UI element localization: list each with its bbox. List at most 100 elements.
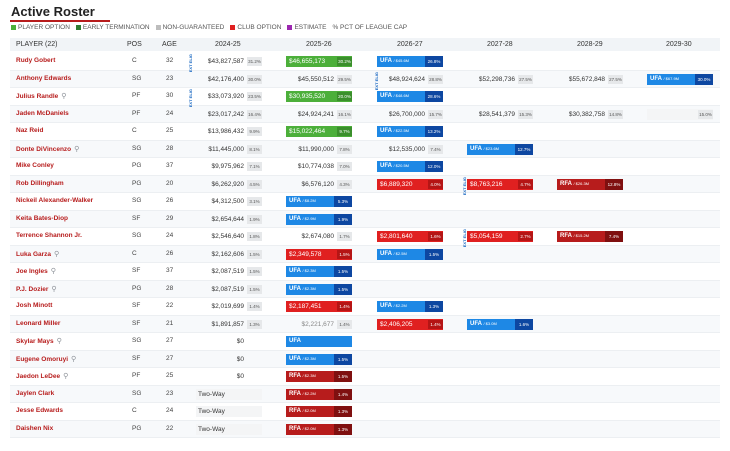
player-name[interactable]: Leonard Miller — [16, 320, 60, 327]
player-name[interactable]: Terrence Shannon Jr. — [16, 232, 82, 239]
salary-cell-c25[interactable]: $0 — [196, 354, 262, 365]
salary-cell-c30[interactable]: 15.0% — [647, 108, 713, 120]
player-name[interactable]: Luka Garza ⚲ — [16, 250, 59, 258]
player-name-text[interactable]: Eugene Omoruyi — [16, 355, 69, 363]
salary-cell-c25[interactable]: Two-Way — [196, 388, 262, 400]
salary-cell-c25[interactable]: Two-Way — [196, 423, 262, 435]
salary-cell-c25[interactable]: $43,827,587 31.2% — [196, 56, 262, 67]
salary-cell-c27[interactable]: UFA / $2.2M 1.3% — [377, 301, 443, 312]
player-name[interactable]: Jesse Edwards — [16, 407, 63, 414]
salary-cell-c29[interactable]: RFA / $26.3M 12.8% — [557, 178, 623, 190]
salary-cell-c28[interactable]: $5,054,159 2.7% — [467, 231, 533, 242]
player-name-text[interactable]: Daishen Nix — [16, 424, 54, 432]
salary-cell-c26[interactable]: $46,655,173 30.2% — [286, 56, 352, 67]
player-name[interactable]: Jaden McDaniels — [16, 110, 69, 117]
salary-cell-c25[interactable]: $23,017,242 16.4% — [196, 109, 262, 120]
player-name-text[interactable]: Rudy Gobert — [16, 57, 56, 64]
player-name-text[interactable]: P.J. Dozier — [16, 285, 49, 293]
player-name-text[interactable]: Donte DiVincenzo — [16, 145, 72, 153]
player-name[interactable]: Julius Randle ⚲ — [16, 92, 66, 100]
player-name[interactable]: Rob Dillingham — [16, 180, 64, 187]
salary-cell-c25[interactable]: $0 — [196, 371, 262, 382]
salary-cell-c26[interactable]: $2,349,578 1.5% — [286, 248, 352, 260]
salary-cell-c25[interactable]: $2,087,519 1.5% — [196, 284, 262, 295]
salary-cell-c26[interactable]: UFA / $2.9M 1.9% — [286, 213, 352, 225]
salary-cell-c26[interactable]: UFA / $2.3M 1.5% — [286, 283, 352, 295]
salary-cell-c25[interactable]: $6,262,920 4.5% — [196, 179, 262, 190]
salary-cell-c27[interactable]: UFA / $22.5M 13.2% — [377, 126, 443, 137]
salary-cell-c25[interactable]: $0 — [196, 336, 262, 347]
player-name[interactable]: Donte DiVincenzo ⚲ — [16, 145, 79, 153]
player-name-text[interactable]: Mike Conley — [16, 162, 54, 169]
salary-cell-c25[interactable]: $4,312,500 3.1% — [196, 196, 262, 207]
salary-cell-c29[interactable]: $30,382,758 14.8% — [557, 109, 623, 120]
salary-cell-c26[interactable]: RFA / $2.0M 1.3% — [286, 423, 352, 435]
player-name-text[interactable]: Nickeil Alexander-Walker — [16, 197, 94, 204]
salary-cell-c26[interactable]: $10,774,038 7.0% — [286, 161, 352, 172]
salary-cell-c25[interactable]: $11,445,000 8.1% — [196, 144, 262, 155]
player-name[interactable]: P.J. Dozier ⚲ — [16, 285, 57, 293]
col-2024-25[interactable]: 2024-25 — [215, 41, 241, 48]
salary-cell-c26[interactable]: $2,187,451 1.4% — [286, 301, 352, 312]
salary-cell-c27[interactable]: UFA / $2.5M 1.5% — [377, 248, 443, 260]
player-name-text[interactable]: Anthony Edwards — [16, 74, 72, 82]
salary-cell-c28[interactable]: UFA / $23.6M 12.7% — [467, 143, 533, 155]
col-2027-28[interactable]: 2027-28 — [487, 41, 513, 48]
salary-cell-c28[interactable]: $28,541,379 15.3% — [467, 109, 533, 120]
col-pos[interactable]: POS — [127, 41, 142, 48]
salary-cell-c27[interactable]: $48,924,624 28.8% — [377, 74, 443, 85]
col-2025-26[interactable]: 2025-26 — [306, 41, 332, 48]
player-name[interactable]: Joe Ingles ⚲ — [16, 267, 56, 275]
salary-cell-c26[interactable]: UFA / $2.3M 1.5% — [286, 353, 352, 365]
player-name[interactable]: Daishen Nix — [16, 425, 53, 432]
player-name[interactable]: Keita Bates-Diop — [16, 215, 68, 222]
player-name-text[interactable]: Julius Randle — [16, 93, 59, 100]
player-name[interactable]: Rudy Gobert — [16, 57, 55, 64]
player-name-text[interactable]: Rob Dillingham — [16, 179, 64, 187]
salary-cell-c25[interactable]: $33,073,920 23.5% — [196, 91, 262, 102]
salary-cell-c26[interactable]: $30,935,520 20.0% — [286, 91, 352, 102]
player-name[interactable]: Mike Conley — [16, 162, 54, 169]
salary-cell-c25[interactable]: $13,986,432 9.9% — [196, 126, 262, 137]
col-2028-29[interactable]: 2028-29 — [577, 41, 603, 48]
salary-cell-c26[interactable]: RFA / $2.3M 1.5% — [286, 371, 352, 382]
salary-cell-c30[interactable]: UFA / $67.9M 30.0% — [647, 73, 713, 85]
salary-cell-c27[interactable]: $2,801,640 1.6% — [377, 231, 443, 242]
player-name[interactable]: Naz Reid — [16, 127, 43, 134]
player-name-text[interactable]: Jesse Edwards — [16, 407, 63, 414]
salary-cell-c27[interactable]: UFA / $48.6M 28.6% — [377, 91, 443, 102]
player-name-text[interactable]: Joe Ingles — [16, 268, 48, 275]
player-name[interactable]: Nickeil Alexander-Walker — [16, 197, 93, 204]
salary-cell-c26[interactable]: $6,576,120 4.3% — [286, 179, 352, 190]
player-name[interactable]: Eugene Omoruyi ⚲ — [16, 355, 76, 363]
player-name[interactable]: Josh Minott — [16, 302, 52, 309]
salary-cell-c27[interactable]: $2,406,205 1.4% — [377, 318, 443, 330]
salary-cell-c26[interactable]: $24,924,241 16.1% — [286, 109, 352, 120]
salary-cell-c26[interactable]: UFA / $2.3M 1.5% — [286, 266, 352, 277]
salary-cell-c27[interactable]: $6,889,320 4.0% — [377, 178, 443, 190]
salary-cell-c29[interactable]: RFA / $15.2M 7.4% — [557, 231, 623, 242]
salary-cell-c25[interactable]: $42,176,400 30.0% — [196, 74, 262, 85]
salary-cell-c28[interactable]: $8,763,216 4.7% — [467, 178, 533, 190]
salary-cell-c25[interactable]: Two-Way — [196, 406, 262, 417]
col-2029-30[interactable]: 2029-30 — [666, 41, 692, 48]
player-name-text[interactable]: Josh Minott — [16, 302, 53, 309]
player-name[interactable]: Anthony Edwards — [16, 75, 71, 82]
salary-cell-c27[interactable]: $12,535,000 7.4% — [377, 144, 443, 155]
salary-cell-c28[interactable]: UFA / $3.0M 1.6% — [467, 318, 533, 330]
salary-cell-c26[interactable]: RFA / $2.2M 1.4% — [286, 388, 352, 400]
player-name-text[interactable]: Terrence Shannon Jr. — [16, 232, 82, 239]
salary-cell-c26[interactable]: $2,674,080 1.7% — [286, 231, 352, 242]
salary-cell-c25[interactable]: $2,546,640 1.8% — [196, 231, 262, 242]
player-name-text[interactable]: Leonard Miller — [16, 319, 61, 327]
salary-cell-c25[interactable]: $2,162,606 1.5% — [196, 249, 262, 260]
salary-cell-c25[interactable]: $9,975,962 7.1% — [196, 161, 262, 172]
col-age[interactable]: AGE — [162, 41, 177, 48]
player-name[interactable]: Jaedon LeDee ⚲ — [16, 372, 68, 380]
salary-cell-c26[interactable]: RFA / $2.0M 1.3% — [286, 406, 352, 417]
player-name-text[interactable]: Keita Bates-Diop — [16, 214, 69, 222]
salary-cell-c26[interactable]: $15,022,464 9.7% — [286, 126, 352, 137]
salary-cell-c26[interactable]: $45,550,512 29.5% — [286, 74, 352, 85]
salary-cell-c26[interactable]: UFA / $8.2M 5.3% — [286, 196, 352, 207]
salary-cell-c27[interactable]: UFA / $45.6M 26.8% — [377, 56, 443, 67]
